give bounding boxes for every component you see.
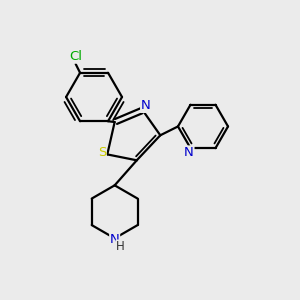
Text: H: H	[116, 240, 125, 253]
Text: N: N	[141, 99, 151, 112]
Text: N: N	[184, 146, 194, 159]
Text: Cl: Cl	[69, 50, 82, 63]
Text: S: S	[98, 146, 106, 159]
Text: N: N	[110, 233, 119, 246]
